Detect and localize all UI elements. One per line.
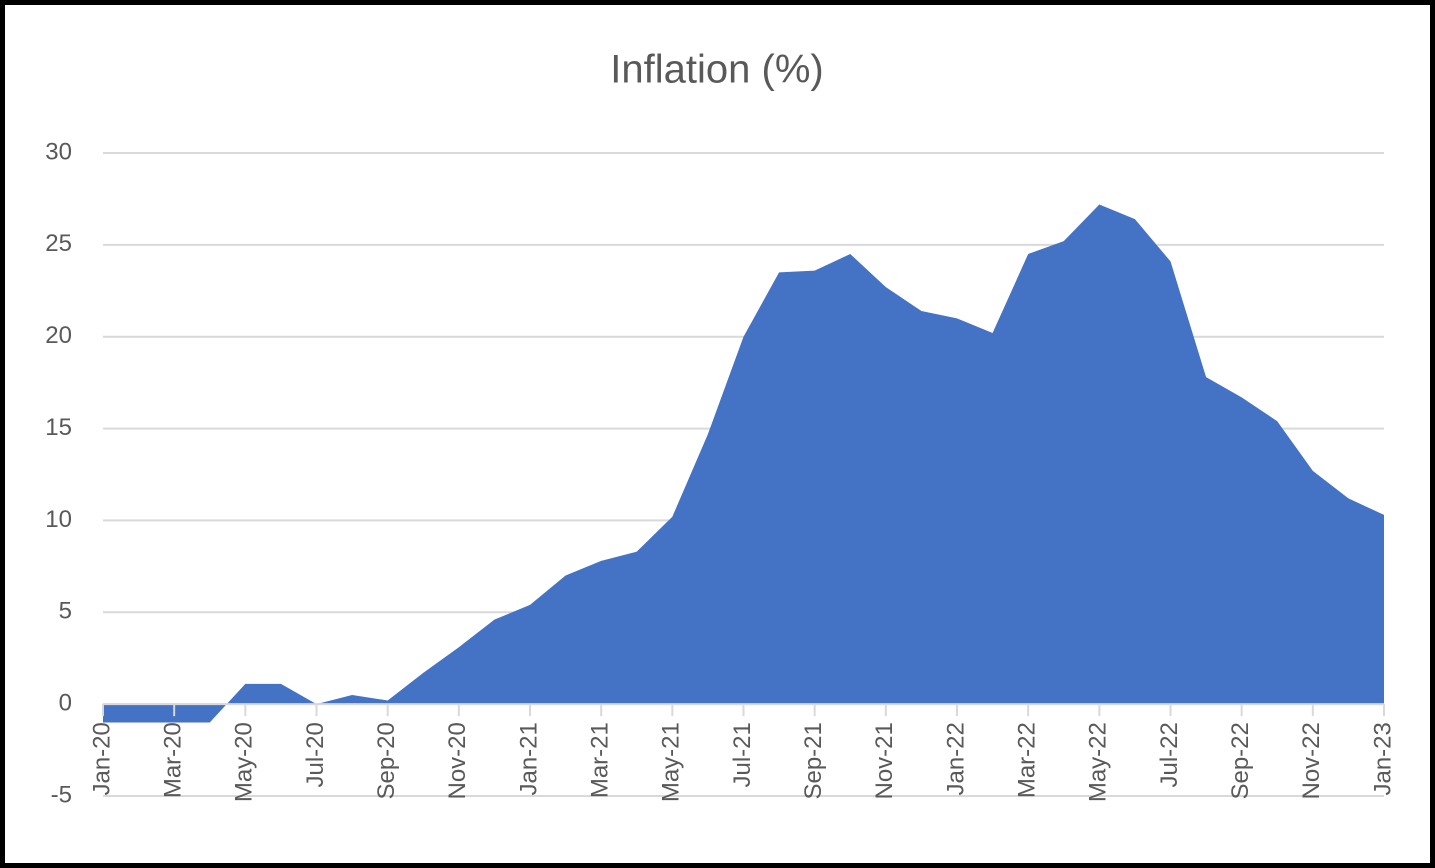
y-tick-label: 10 [45,506,72,533]
chart-title: Inflation (%) [610,48,823,92]
area [103,204,1384,723]
y-tick-label: 20 [45,322,72,349]
x-tick-label: Jul-22 [1156,722,1183,787]
x-tick-label: Jan-22 [942,722,969,795]
x-tick-label: Sep-20 [373,722,400,799]
x-tick-label: Mar-21 [587,722,614,798]
x-tick-label: Jan-21 [515,722,542,795]
x-tick-label: May-20 [231,722,258,802]
y-tick-label: 15 [45,414,72,441]
x-tick-label: Mar-22 [1014,722,1041,798]
x-tick-label: Nov-21 [871,722,898,799]
y-tick-label: 5 [59,598,72,625]
x-tick-label: Mar-20 [160,722,187,798]
x-tick-label: Sep-22 [1227,722,1254,799]
x-tick-label: May-22 [1085,722,1112,802]
x-tick-label: Jan-20 [88,722,115,795]
x-tick-label: Jan-23 [1369,722,1396,795]
y-tick-label: 25 [45,230,72,257]
x-tick-label: Sep-21 [800,722,827,799]
y-tick-label: 0 [59,689,72,716]
y-tick-label: -5 [51,781,72,808]
x-tick-label: Nov-22 [1298,722,1325,799]
y-tick-label: 30 [45,138,72,165]
x-tick-label: May-21 [658,722,685,802]
x-tick-label: Jul-21 [729,722,756,787]
x-tick-label: Jul-20 [302,722,329,787]
x-tick-label: Nov-20 [444,722,471,799]
